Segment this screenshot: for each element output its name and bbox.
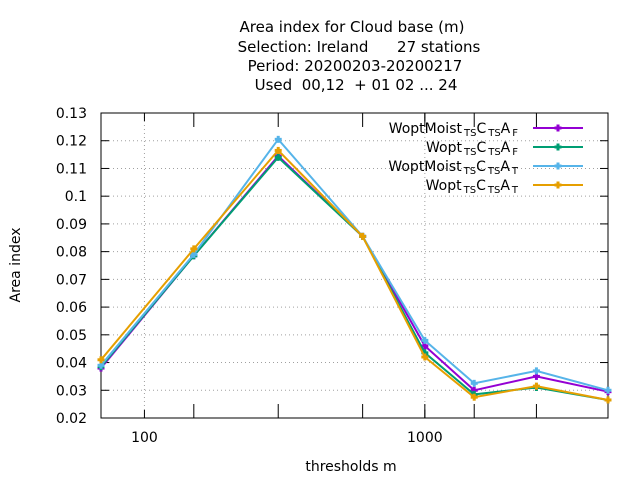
data-point [532, 367, 540, 375]
legend-marker [554, 181, 562, 189]
data-point [604, 396, 612, 404]
legend-marker [554, 162, 562, 170]
legend-text-part: A [500, 178, 510, 194]
grid [101, 113, 608, 418]
axes: 0.02 0.03 0.04 0.05 0.06 0.07 0.08 0.09 0.1 0.11 0… [56, 106, 609, 446]
y-tick-label: 0.11 [56, 161, 87, 177]
title-line-4: Used 00,12 + 01 02 ... 24 [255, 76, 458, 94]
legend-label: Wopt TSC TSA F [426, 140, 518, 158]
data-point [274, 146, 282, 154]
legend-text-part: Wopt [426, 140, 462, 156]
legend-subscript: TS [462, 166, 476, 177]
data-point [190, 245, 198, 253]
legend-label: WoptMoist TSC TSA F [389, 121, 519, 139]
legend-subscript: TS [462, 128, 476, 139]
data-point [97, 356, 105, 364]
y-tick-label: 0.04 [56, 356, 87, 372]
x-tick-label: 100 [131, 430, 158, 446]
x-axis-label: thresholds m [305, 459, 396, 475]
series-lines [97, 135, 612, 404]
data-point [274, 153, 282, 161]
legend-subscript: TS [486, 185, 500, 196]
data-point [421, 336, 429, 344]
legend-text-part: WoptMoist [389, 121, 463, 137]
data-point [470, 393, 478, 401]
legend-subscript: T [510, 166, 519, 177]
legend-text-part: C [476, 178, 486, 194]
legend-marker [554, 143, 562, 151]
y-tick-label: 0.07 [56, 272, 87, 288]
legend-label: Wopt TSC TSA T [426, 178, 519, 196]
series-3 [97, 135, 612, 394]
series-line [100, 137, 609, 392]
legend-subscript: F [510, 147, 518, 158]
data-point [274, 135, 282, 143]
y-tick-label: 0.08 [56, 245, 87, 261]
legend-subscript: TS [486, 128, 500, 139]
legend-text-part: C [476, 140, 486, 156]
y-axis-label: Area index [8, 228, 24, 303]
data-point [532, 382, 540, 390]
series-line [100, 148, 609, 401]
legend-text-part: Wopt [426, 178, 462, 194]
title-line-1: Area index for Cloud base (m) [240, 18, 465, 36]
title-line-2: Selection: Ireland 27 stations [238, 38, 481, 56]
chart-title: Area index for Cloud base (m) Selection:… [238, 18, 481, 94]
plot-frame [100, 112, 609, 419]
y-tick-label: 0.1 [65, 189, 87, 205]
y-tick-label: 0.13 [56, 106, 87, 122]
series-1 [97, 152, 612, 396]
data-point [359, 232, 367, 240]
legend-text-part: C [476, 121, 486, 137]
legend-subscript: TS [486, 147, 500, 158]
y-tick-label: 0.06 [56, 300, 87, 316]
legend-subscript: TS [462, 147, 476, 158]
legend-label: WoptMoist TSC TSA T [388, 159, 519, 177]
y-tick-label: 0.12 [56, 134, 87, 150]
series-line [100, 155, 609, 401]
legend-marker [554, 124, 562, 132]
legend-text-part: C [476, 159, 486, 175]
x-tick-label: 1000 [407, 430, 443, 446]
data-point [470, 379, 478, 387]
y-tick-label: 0.05 [56, 328, 87, 344]
y-tick-label: 0.09 [56, 217, 87, 233]
data-point [604, 386, 612, 394]
title-line-3: Period: 20200203-20200217 [248, 57, 463, 75]
series-4 [97, 146, 612, 404]
legend-text-part: WoptMoist [388, 159, 462, 175]
y-tick-label: 0.03 [56, 383, 87, 399]
legend-text-part: A [501, 140, 511, 156]
data-point [421, 353, 429, 361]
legend-subscript: T [510, 185, 519, 196]
legend-subscript: F [510, 128, 518, 139]
legend-text-part: A [500, 159, 510, 175]
legend-subscript: TS [462, 185, 476, 196]
legend-subscript: TS [486, 166, 500, 177]
y-tick-label: 0.02 [56, 411, 87, 427]
legend-text-part: A [501, 121, 511, 137]
